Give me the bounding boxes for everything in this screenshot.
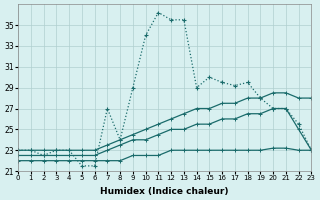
X-axis label: Humidex (Indice chaleur): Humidex (Indice chaleur) (100, 187, 229, 196)
